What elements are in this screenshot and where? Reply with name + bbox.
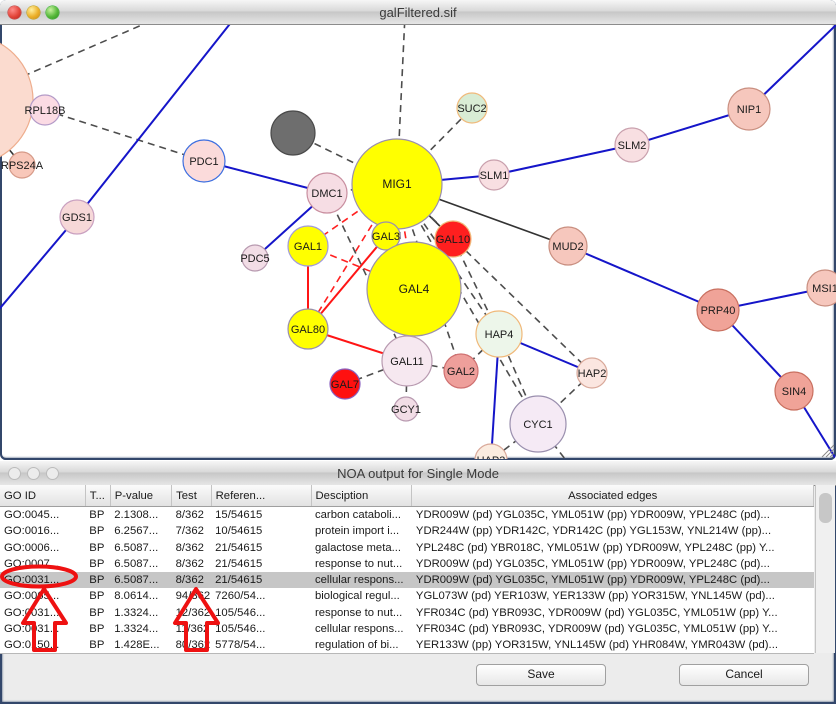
svg-text:GAL2: GAL2 xyxy=(447,366,475,378)
svg-text:PDC1: PDC1 xyxy=(189,156,218,168)
svg-text:PDC5: PDC5 xyxy=(240,253,269,265)
svg-text:GAL1: GAL1 xyxy=(294,241,322,253)
svg-text:GAL4: GAL4 xyxy=(399,282,430,296)
svg-text:DMC1: DMC1 xyxy=(311,188,342,200)
svg-text:GDS1: GDS1 xyxy=(62,212,92,224)
svg-text:HAP4: HAP4 xyxy=(485,329,514,341)
svg-text:PRP40: PRP40 xyxy=(701,305,736,317)
svg-text:HAP2: HAP2 xyxy=(578,368,607,380)
svg-text:HAP3: HAP3 xyxy=(477,455,506,459)
svg-text:GAL11: GAL11 xyxy=(390,356,423,368)
svg-text:NIP1: NIP1 xyxy=(737,104,761,116)
svg-text:GAL3: GAL3 xyxy=(372,231,400,243)
svg-text:SLM1: SLM1 xyxy=(480,170,509,182)
svg-text:GCY1: GCY1 xyxy=(391,404,421,416)
svg-text:SUC2: SUC2 xyxy=(457,103,486,115)
svg-text:GAL7: GAL7 xyxy=(331,379,359,391)
svg-text:MUD2: MUD2 xyxy=(552,241,583,253)
svg-text:MSI1: MSI1 xyxy=(812,283,836,295)
svg-text:CYC1: CYC1 xyxy=(523,419,552,431)
svg-text:MIG1: MIG1 xyxy=(382,177,412,191)
svg-text:SIN4: SIN4 xyxy=(782,386,806,398)
svg-text:RPS24A: RPS24A xyxy=(1,160,44,172)
svg-text:SLM2: SLM2 xyxy=(618,140,647,152)
svg-text:RPL18B: RPL18B xyxy=(25,105,66,117)
svg-text:GAL80: GAL80 xyxy=(291,324,325,336)
svg-text:GAL10: GAL10 xyxy=(436,234,470,246)
